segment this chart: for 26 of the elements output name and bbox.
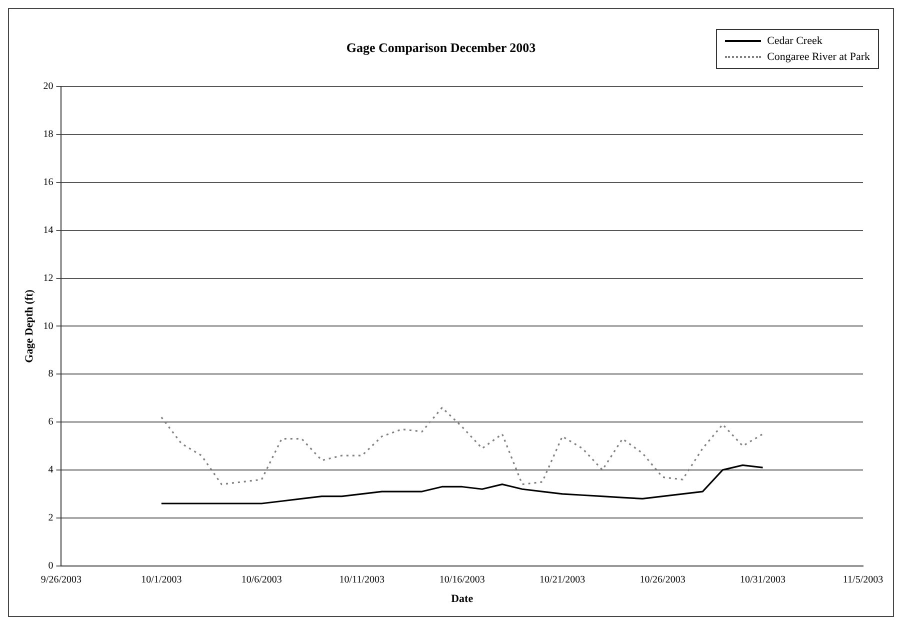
x-tick-label: 10/11/2003 — [339, 574, 384, 586]
x-axis-title: Date — [451, 593, 474, 606]
x-tick-label: 9/26/2003 — [40, 574, 82, 586]
x-tick-label: 10/1/2003 — [141, 574, 182, 586]
y-axis-title: Gage Depth (ft) — [23, 289, 36, 363]
y-tick-label: 20 — [43, 81, 54, 92]
y-tick-label: 16 — [43, 177, 54, 188]
y-tick-label: 0 — [48, 560, 54, 572]
y-tick-label: 8 — [48, 368, 54, 380]
y-tick-label: 12 — [43, 272, 54, 284]
legend-label: Cedar Creek — [767, 35, 822, 47]
legend-label: Congaree River at Park — [767, 51, 870, 63]
y-tick-label: 10 — [43, 320, 54, 332]
y-tick-label: 6 — [48, 416, 54, 428]
x-tick-label: 11/5/2003 — [842, 574, 884, 586]
line-series — [160, 406, 764, 486]
x-tick-label: 10/21/2003 — [540, 574, 586, 586]
y-tick-label: 18 — [43, 129, 54, 140]
x-tick-label: 10/6/2003 — [241, 574, 282, 586]
chart-title: Gage Comparison December 2003 — [346, 40, 536, 56]
y-tick-label: 4 — [48, 464, 54, 476]
x-tick-label: 10/26/2003 — [640, 574, 686, 586]
y-tick-label: 14 — [43, 224, 54, 236]
x-tick-label: 10/31/2003 — [740, 574, 786, 586]
y-tick-label: 2 — [48, 512, 54, 524]
x-tick-label: 10/16/2003 — [439, 574, 485, 586]
